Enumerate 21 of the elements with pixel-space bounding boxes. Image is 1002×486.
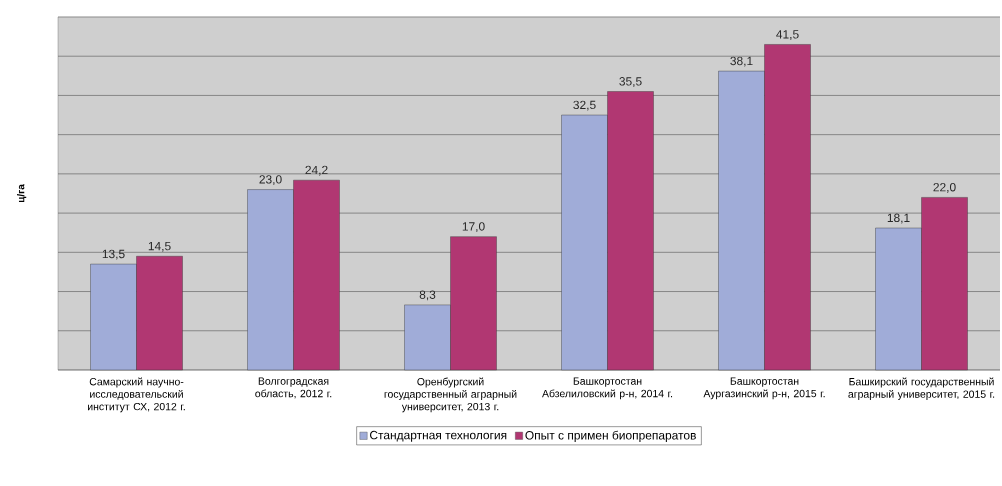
data-label: 8,3	[419, 290, 436, 301]
data-label: 18,1	[887, 213, 910, 224]
data-label: 41,5	[776, 30, 799, 40]
data-label: 13,5	[102, 249, 125, 260]
y-axis-title: ц/га	[17, 184, 27, 203]
data-label: 14,5	[148, 241, 171, 252]
data-label: 35,5	[619, 77, 642, 87]
data-label: 32,5	[573, 100, 596, 111]
x-tick-label: Башкирский государственный аграрный университет, 2015 г.	[848, 377, 995, 400]
data-label: 17,0	[462, 222, 485, 233]
legend-label: Стандартная технология	[370, 430, 507, 442]
x-tick-label: Башкортостан Аургазинский р-н, 2015 г.	[703, 377, 825, 400]
x-tick-label: Башкортостан Абзелиловский р-н, 2014 г.	[542, 377, 673, 400]
data-label: 22,0	[933, 183, 956, 193]
data-label: 24,2	[305, 165, 328, 176]
data-label: 23,0	[259, 175, 282, 186]
legend-label: Опыт с примен биопрепаратов	[525, 430, 696, 442]
x-tick-label: Оренбургский государственный аграрный университет, 2013 г.	[384, 377, 517, 413]
x-tick-label: Самарский научно-исследовательский институт СХ, 2012 г.	[88, 377, 185, 413]
x-tick-label: Волгоградская область, 2012 г.	[255, 377, 332, 399]
data-label: 38,1	[730, 56, 753, 67]
